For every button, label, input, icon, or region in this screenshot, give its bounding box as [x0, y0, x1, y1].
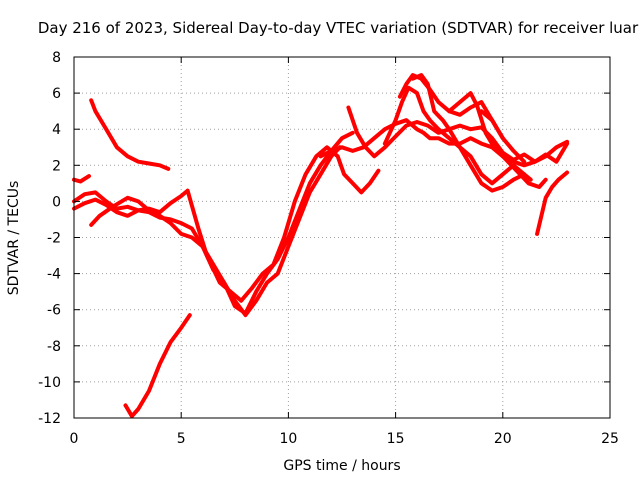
x-tick-label: 20 — [494, 431, 512, 447]
series-arc-2 — [72, 174, 91, 184]
y-tick-label: -4 — [47, 267, 61, 283]
series-arc-14 — [535, 170, 570, 236]
series-arc-12 — [447, 91, 548, 189]
y-tick-label: -10 — [38, 375, 61, 391]
series-arc-6 — [123, 313, 192, 419]
x-tick-label: 0 — [70, 431, 79, 447]
series-arc-4 — [72, 130, 355, 316]
y-tick-label: 0 — [52, 194, 61, 210]
y-tick-label: 8 — [52, 50, 61, 66]
y-tick-label: 4 — [52, 122, 61, 138]
y-tick-label: -12 — [38, 411, 61, 427]
x-tick-label: 25 — [601, 431, 619, 447]
chart-title: Day 216 of 2023, Sidereal Day-to-day VTE… — [38, 19, 639, 37]
y-tick-label: 6 — [52, 86, 61, 102]
series-arc-5 — [89, 145, 342, 318]
grid-lines — [74, 57, 610, 418]
y-tick-label: -8 — [47, 339, 61, 355]
series-arc-13 — [479, 109, 527, 164]
x-axis-label: GPS time / hours — [283, 458, 400, 474]
series-arc-11 — [410, 73, 527, 193]
x-tick-label: 5 — [177, 431, 186, 447]
data-series — [72, 73, 570, 419]
axis-ticks: 0 5 10 15 20 25 -12 -10 -8 -6 -4 -2 0 2 4 6 8 — [38, 50, 619, 447]
y-tick-label: 2 — [52, 158, 61, 174]
y-tick-label: -2 — [47, 231, 61, 247]
x-tick-label: 10 — [279, 431, 297, 447]
series-arc-3 — [72, 145, 381, 303]
series-arc-1 — [89, 98, 171, 171]
series-arc-10 — [397, 73, 505, 141]
x-tick-label: 15 — [387, 431, 405, 447]
series-arc-9 — [382, 85, 533, 186]
series-arc-8 — [346, 105, 570, 164]
y-tick-label: -6 — [47, 303, 61, 319]
y-axis-label: SDTVAR / TECUs — [6, 181, 22, 296]
